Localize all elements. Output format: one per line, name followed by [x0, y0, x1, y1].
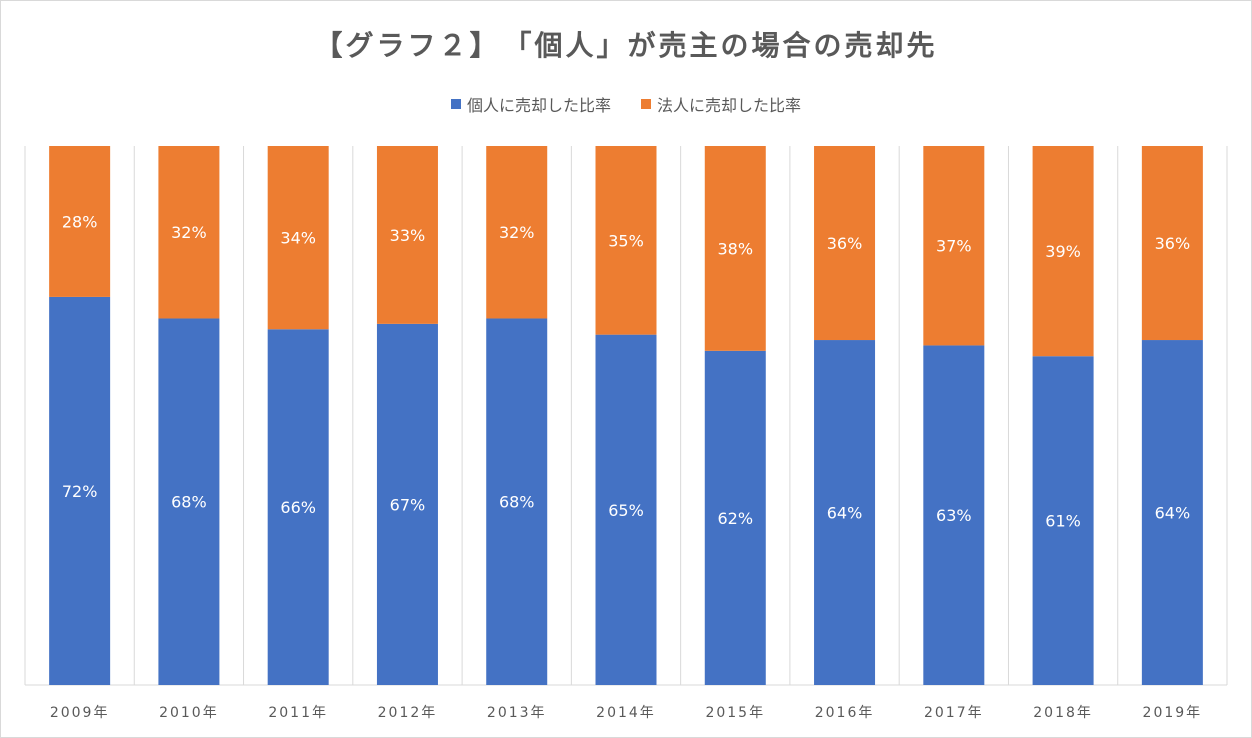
data-label-individual: 63% — [936, 506, 972, 525]
bar-corporate — [595, 146, 657, 335]
data-label-individual: 66% — [280, 498, 316, 517]
x-tick-label: 2018年 — [1033, 705, 1093, 721]
bar-individual — [814, 340, 876, 685]
data-label-individual: 68% — [171, 493, 207, 512]
bar-corporate — [158, 146, 220, 319]
bar-corporate — [49, 146, 111, 297]
bar-individual — [158, 318, 220, 685]
data-label-individual: 68% — [499, 493, 535, 512]
data-label-corporate: 36% — [1155, 234, 1191, 253]
legend-item-individual: 個人に売却した比率 — [450, 92, 611, 116]
data-label-individual: 67% — [390, 495, 426, 514]
bar-individual — [267, 329, 329, 685]
bar-individual — [1032, 356, 1094, 685]
x-tick-label: 2012年 — [378, 705, 438, 721]
data-label-corporate: 34% — [280, 229, 316, 248]
bar-corporate — [814, 146, 876, 341]
legend: 個人に売却した比率 法人に売却した比率 — [0, 92, 1252, 116]
bar-corporate — [704, 146, 766, 351]
x-tick-label: 2011年 — [268, 705, 328, 721]
data-label-corporate: 33% — [390, 226, 426, 245]
legend-label-corporate: 法人に売却した比率 — [657, 96, 802, 115]
bar-corporate — [1141, 146, 1203, 341]
x-tick-label: 2016年 — [815, 705, 875, 721]
data-label-corporate: 28% — [62, 212, 98, 231]
data-label-individual: 64% — [827, 504, 863, 523]
bar-corporate — [267, 146, 329, 330]
bar-individual — [923, 345, 985, 685]
legend-swatch-corporate — [641, 99, 651, 109]
x-tick-label: 2017年 — [924, 705, 984, 721]
data-label-individual: 64% — [1155, 504, 1191, 523]
data-label-corporate: 35% — [608, 231, 644, 250]
bar-corporate — [923, 146, 985, 346]
data-label-corporate: 39% — [1045, 242, 1081, 261]
data-label-individual: 62% — [717, 509, 753, 528]
x-tick-label: 2013年 — [487, 705, 547, 721]
data-label-individual: 61% — [1045, 512, 1081, 531]
legend-label-individual: 個人に売却した比率 — [466, 96, 611, 115]
chart-title: 【グラフ２】 「個人」が売主の場合の売却先 — [314, 29, 938, 62]
bar-corporate — [1032, 146, 1094, 357]
legend-item-corporate: 法人に売却した比率 — [641, 92, 801, 116]
data-label-corporate: 32% — [171, 223, 207, 242]
legend-swatch-individual — [450, 99, 461, 109]
bar-individual — [49, 296, 111, 685]
data-label-corporate: 32% — [499, 223, 535, 242]
data-label-corporate: 36% — [827, 234, 863, 253]
bar-corporate — [486, 146, 548, 319]
data-label-corporate: 38% — [717, 239, 753, 258]
x-tick-label: 2010年 — [159, 705, 219, 721]
bar-individual — [595, 334, 657, 685]
data-label-individual: 65% — [608, 501, 644, 520]
x-tick-label: 2014年 — [596, 705, 656, 721]
data-label-corporate: 37% — [936, 237, 972, 256]
bar-corporate — [376, 146, 438, 324]
data-label-individual: 72% — [62, 482, 98, 501]
bar-individual — [704, 350, 766, 685]
bar-individual — [486, 318, 548, 685]
bar-individual — [1141, 340, 1203, 685]
x-tick-label: 2009年 — [50, 705, 110, 721]
x-tick-label: 2015年 — [705, 705, 765, 721]
x-tick-label: 2019年 — [1143, 705, 1203, 721]
bar-individual — [376, 323, 438, 685]
